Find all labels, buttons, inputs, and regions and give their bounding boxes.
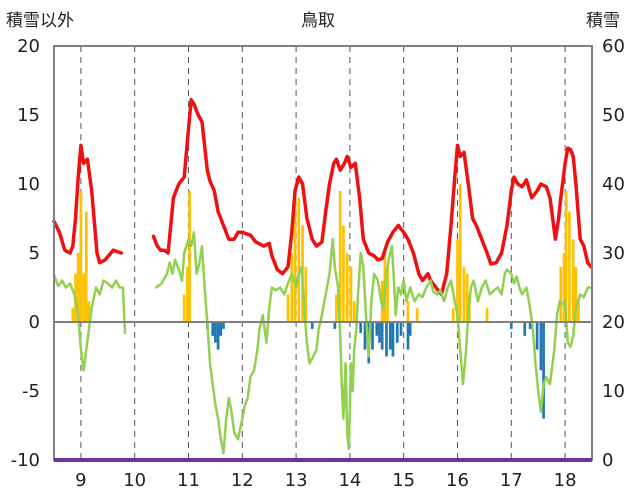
bar-blue xyxy=(363,322,367,350)
bar-blue xyxy=(523,322,527,336)
y-left-tick-label: -10 xyxy=(11,450,40,471)
bar-orange xyxy=(293,190,297,322)
bar-orange xyxy=(406,301,410,322)
bar-blue xyxy=(406,322,410,350)
bar-orange xyxy=(568,211,571,322)
bar-orange xyxy=(297,197,301,322)
y-right-tick-label: 30 xyxy=(602,243,625,264)
bar-orange xyxy=(559,266,563,322)
tick-labels: -10 -5 0 5 10 15 20 0 10 20 30 40 50 60 9 10 11 12 13 14 15 1… xyxy=(11,36,625,491)
bar-orange xyxy=(71,308,75,322)
bar-orange xyxy=(485,308,489,322)
bar-orange xyxy=(182,294,186,322)
x-tick-label: 12 xyxy=(231,470,254,491)
left-axis-label: 積雪以外 xyxy=(6,11,74,31)
bar-orange xyxy=(462,266,466,322)
gridlines xyxy=(80,46,566,460)
bar-blue xyxy=(380,322,384,350)
bar-blue xyxy=(222,322,225,329)
bar-orange xyxy=(79,190,83,322)
bar-orange xyxy=(456,239,459,322)
y-right-tick-label: 0 xyxy=(602,450,613,471)
bar-orange xyxy=(352,301,356,322)
series-green-line xyxy=(154,231,594,455)
bar-orange xyxy=(87,301,91,322)
bar-orange xyxy=(76,253,80,322)
series-green-line xyxy=(52,273,127,372)
bar-blue xyxy=(399,322,403,336)
series-red-line xyxy=(52,143,124,265)
x-tick-label: 14 xyxy=(338,470,361,491)
bar-blue xyxy=(216,322,220,350)
x-tick-label: 10 xyxy=(123,470,146,491)
bar-orange xyxy=(345,253,349,322)
bar-orange xyxy=(335,294,338,322)
bar-blue xyxy=(535,322,539,350)
bar-orange xyxy=(458,184,462,322)
y-left-tick-label: 10 xyxy=(17,174,40,195)
bar-orange xyxy=(82,273,85,322)
bar-blue xyxy=(359,322,363,334)
bar-orange xyxy=(349,266,353,322)
x-tick-label: 13 xyxy=(285,470,308,491)
right-axis-label: 積雪 xyxy=(586,11,620,31)
bar-orange xyxy=(290,253,294,322)
bar-blue xyxy=(385,322,388,357)
bar-orange xyxy=(562,253,566,322)
bar-orange xyxy=(188,190,191,322)
bar-orange xyxy=(564,190,568,322)
bar-blue xyxy=(333,322,337,329)
y-left-tick-label: -5 xyxy=(22,381,40,402)
x-tick-label: 18 xyxy=(554,470,577,491)
bar-blue xyxy=(395,322,399,343)
bar-blue xyxy=(509,322,513,329)
series-red-line xyxy=(151,98,593,297)
bar-blue xyxy=(388,322,392,350)
y-left-tick-label: 0 xyxy=(29,312,40,333)
x-tick-label: 9 xyxy=(75,470,86,491)
y-right-tick-label: 10 xyxy=(602,381,625,402)
bar-blue xyxy=(211,322,215,336)
bar-orange xyxy=(342,225,345,322)
bar-orange xyxy=(465,273,469,322)
bar-blue xyxy=(528,322,532,329)
bar-orange xyxy=(415,308,419,322)
y-right-tick-label: 40 xyxy=(602,174,625,195)
bar-orange xyxy=(577,301,580,322)
bar-blue xyxy=(378,322,381,343)
x-tick-label: 11 xyxy=(177,470,200,491)
x-tick-label: 17 xyxy=(500,470,523,491)
bar-orange xyxy=(574,266,578,322)
frame-rect xyxy=(53,45,593,461)
series-lines xyxy=(52,98,594,455)
bar-blue xyxy=(542,322,545,419)
bar-orange xyxy=(451,308,455,322)
bar-blue xyxy=(539,322,543,371)
bar-orange xyxy=(84,211,88,322)
bar-blue xyxy=(219,322,223,336)
chart-title: 鳥取 xyxy=(301,11,335,31)
y-right-tick-label: 20 xyxy=(602,312,625,333)
bar-blue xyxy=(408,322,412,336)
y-right-tick-label: 60 xyxy=(602,36,625,57)
bar-orange xyxy=(286,294,290,322)
bar-blue xyxy=(371,322,374,350)
bar-blue xyxy=(310,322,314,329)
y-left-tick-label: 5 xyxy=(29,243,40,264)
bar-orange xyxy=(571,239,575,322)
y-left-tick-label: 15 xyxy=(17,105,40,126)
x-tick-label: 16 xyxy=(446,470,469,491)
bar-orange xyxy=(186,266,189,322)
y-left-tick-label: 20 xyxy=(17,36,40,57)
bar-orange xyxy=(304,266,308,322)
plot-frame xyxy=(53,45,593,462)
bar-orange xyxy=(386,266,389,322)
bar-blue xyxy=(214,322,217,343)
bar-blue xyxy=(391,322,395,357)
x-tick-label: 15 xyxy=(392,470,415,491)
y-right-tick-label: 50 xyxy=(602,105,625,126)
bar-orange xyxy=(338,190,342,322)
bar-blue xyxy=(375,322,379,336)
